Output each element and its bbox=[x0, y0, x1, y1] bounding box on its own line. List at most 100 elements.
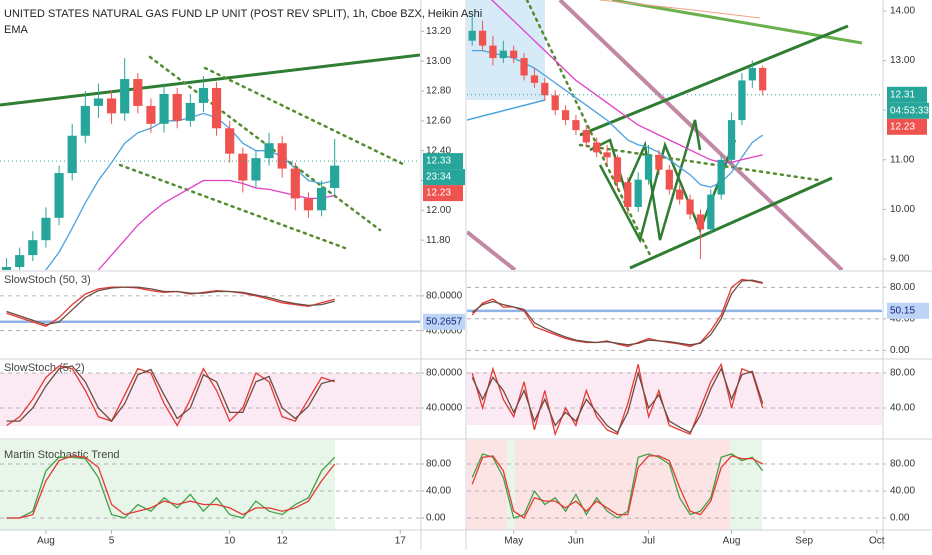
indicator-line bbox=[6, 286, 335, 326]
x-tick-label: May bbox=[504, 536, 523, 547]
candle-body bbox=[510, 50, 518, 59]
candle-body bbox=[593, 142, 601, 153]
y-tick-label: 13.00 bbox=[426, 56, 451, 67]
dotted-line bbox=[578, 143, 820, 182]
price-tag-label: 12.33 bbox=[426, 156, 451, 167]
candle-body bbox=[251, 158, 261, 181]
trend-shade bbox=[467, 440, 507, 530]
candle-body bbox=[489, 45, 497, 59]
y-tick-label: 11.80 bbox=[426, 235, 451, 246]
y-tick-label: 80.00 bbox=[426, 459, 451, 470]
y-tick-label: 40.00 bbox=[890, 313, 915, 324]
candle-body bbox=[582, 130, 590, 143]
pane bbox=[0, 365, 420, 427]
y-tick-label: 12.00 bbox=[426, 205, 451, 216]
candle-body bbox=[330, 165, 340, 188]
price-tag-label: 12.23 bbox=[890, 121, 915, 132]
trend-shade bbox=[0, 440, 335, 530]
x-tick-label: Oct bbox=[869, 536, 885, 547]
x-tick-label: Aug bbox=[37, 536, 55, 547]
candle-body bbox=[277, 143, 287, 169]
candle-body bbox=[93, 98, 104, 106]
candle-body bbox=[67, 135, 77, 174]
indicator-line bbox=[6, 365, 335, 423]
candle-body bbox=[676, 189, 684, 200]
candle-body bbox=[759, 67, 767, 91]
x-tick-label: 12 bbox=[277, 536, 289, 547]
candle-body bbox=[120, 79, 130, 114]
candle-body bbox=[106, 98, 117, 114]
y-tick-label: 13.20 bbox=[426, 26, 451, 37]
price-tag bbox=[423, 153, 463, 170]
y-tick-label: 40.00 bbox=[890, 403, 915, 414]
indicator-line bbox=[471, 279, 763, 346]
candle-body bbox=[225, 128, 235, 154]
level-tag bbox=[887, 302, 929, 319]
indicator-line bbox=[97, 179, 335, 270]
countdown-tag bbox=[423, 169, 465, 186]
y-tick-label: 14.00 bbox=[890, 6, 915, 17]
candle-body bbox=[172, 93, 182, 121]
x-tick-label: 10 bbox=[224, 536, 236, 547]
pane bbox=[467, 362, 882, 437]
trend-line bbox=[579, 24, 849, 137]
pane bbox=[0, 455, 420, 519]
dotted-line bbox=[525, 0, 652, 257]
candle-body bbox=[530, 75, 539, 83]
candle-body bbox=[41, 217, 51, 241]
curve bbox=[599, 0, 761, 19]
y-tick-label: 13.00 bbox=[890, 55, 915, 66]
drawings-right bbox=[467, 0, 863, 270]
indicator-line bbox=[490, 0, 763, 163]
pane bbox=[0, 286, 420, 332]
dotted-line bbox=[203, 66, 407, 167]
candle-body bbox=[478, 30, 487, 46]
x-tick-label: Aug bbox=[723, 536, 741, 547]
candle-body bbox=[665, 169, 673, 190]
y-tick-label: 80.00 bbox=[890, 368, 915, 379]
candle-body bbox=[15, 255, 25, 268]
y-tick-label: 0.00 bbox=[890, 513, 910, 524]
candle-body bbox=[707, 194, 715, 230]
x-tick-label: Sep bbox=[795, 536, 813, 547]
y-tick-label: 80.0000 bbox=[426, 368, 463, 379]
candle-body bbox=[316, 187, 327, 211]
pane bbox=[467, 278, 882, 351]
candle-body bbox=[634, 179, 642, 207]
level-label: 50.15 bbox=[890, 305, 915, 316]
candle-body bbox=[572, 120, 580, 131]
pane bbox=[467, 0, 882, 260]
chart-title: UNITED STATES NATURAL GAS FUND LP UNIT (… bbox=[4, 8, 482, 20]
level-tag bbox=[423, 313, 465, 330]
x-tick-label: Jun bbox=[568, 536, 584, 547]
price-tag-label: 12.23 bbox=[426, 188, 451, 199]
candle-body bbox=[499, 50, 507, 59]
candle-body bbox=[238, 153, 248, 181]
pattern-line bbox=[589, 119, 702, 241]
candle-body bbox=[198, 88, 209, 103]
band-shade bbox=[467, 372, 882, 425]
trend-shade bbox=[730, 440, 762, 530]
candle-body bbox=[211, 88, 222, 129]
pane bbox=[0, 58, 420, 270]
candle-body bbox=[520, 58, 528, 76]
trend-shade bbox=[515, 440, 730, 530]
candle-body bbox=[727, 120, 736, 160]
candle-body bbox=[54, 173, 64, 218]
pane bbox=[467, 453, 882, 519]
indicator-line bbox=[6, 365, 335, 427]
price-tag bbox=[887, 118, 927, 135]
study-label: EMA bbox=[4, 24, 29, 36]
dotted-line bbox=[148, 55, 382, 232]
candle-body bbox=[303, 198, 314, 211]
candle-body bbox=[468, 30, 476, 41]
channel-line bbox=[467, 230, 517, 270]
y-tick-label: 0.00 bbox=[426, 513, 446, 524]
candle-body bbox=[541, 82, 549, 96]
y-tick-label: 40.0000 bbox=[426, 403, 463, 414]
x-tick-label: 5 bbox=[109, 536, 115, 547]
candle-body bbox=[624, 182, 632, 207]
